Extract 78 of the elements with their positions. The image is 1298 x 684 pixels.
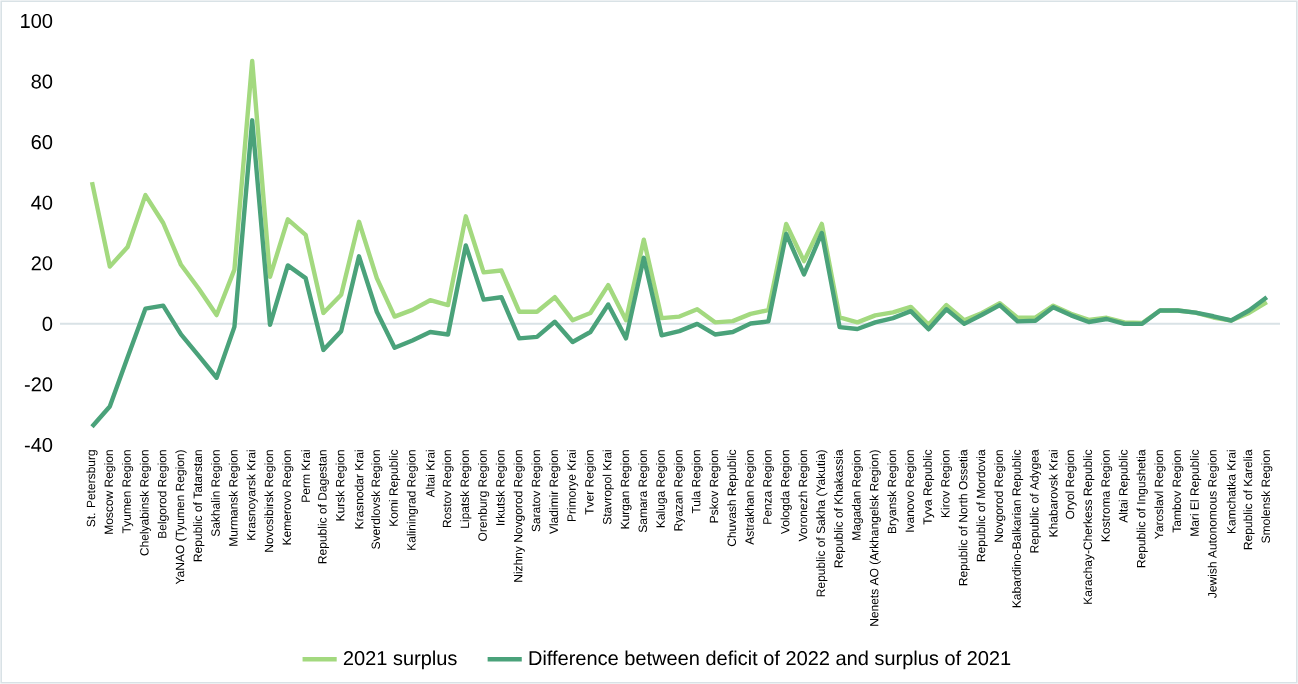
x-tick-label: Pskov Region bbox=[709, 450, 721, 523]
x-tick-label: Moscow Region bbox=[104, 450, 116, 534]
x-tick-label: Orenburg Region bbox=[477, 450, 490, 541]
x-tick-label: Novgorod Region bbox=[994, 450, 1006, 542]
y-tick-label: -20 bbox=[24, 377, 53, 392]
x-tick-label: Kaluga Region bbox=[655, 450, 668, 528]
x-tick-label: Tula Region bbox=[691, 450, 703, 514]
x-tick-label: Magadan Region bbox=[851, 450, 863, 540]
x-tick-label: Tyva Republic bbox=[922, 449, 935, 525]
x-tick-label: Primorye Krai bbox=[566, 450, 579, 522]
x-tick-label: Novosibirsk Region bbox=[264, 450, 276, 552]
x-tick-label: Belgorod Region bbox=[157, 450, 169, 538]
x-tick-label: Vladimir Region bbox=[549, 450, 561, 535]
x-tick-label: Sakhalin Region bbox=[210, 450, 223, 537]
x-tick-label: Kirov Region bbox=[940, 450, 952, 518]
legend-label: Difference between deficit of 2022 and surplus of 2021 bbox=[529, 650, 1011, 670]
x-tick-label: Perm Krai bbox=[301, 450, 311, 502]
x-tick-label: Republic of Sakha (Yakutia) bbox=[816, 450, 828, 597]
x-tick-label: Jewish Autonomous Region bbox=[1207, 450, 1219, 598]
y-tick-label: 40 bbox=[31, 195, 53, 210]
x-tick-label: Bryansk Region bbox=[887, 450, 899, 534]
x-tick-label: Murmansk Region bbox=[228, 450, 240, 546]
x-tick-label: Saratov Region bbox=[531, 450, 543, 532]
x-tick-label: Krasnoyarsk Krai bbox=[246, 450, 258, 540]
x-tick-label: Sverdlovsk Region bbox=[371, 450, 383, 549]
x-tick-label: Krasnodar Krai bbox=[354, 450, 364, 529]
x-tick-label: Kemerovo Region bbox=[282, 450, 294, 545]
x-tick-label: Republic of Karelia bbox=[1243, 449, 1255, 550]
x-tick-label: Ivanovo Region bbox=[905, 450, 917, 532]
y-tick-label: 60 bbox=[31, 135, 53, 150]
y-tick-label: 0 bbox=[42, 316, 53, 331]
x-tick-label: Khabarovsk Krai bbox=[1048, 450, 1058, 537]
x-tick-label: Kaliningrad Region bbox=[406, 450, 418, 550]
x-tick-label: Yaroslavl Region bbox=[1154, 450, 1166, 539]
x-tick-label: Voronezh Region bbox=[798, 450, 810, 542]
x-tick-label: Samara Region bbox=[638, 450, 650, 533]
x-tick-label: Kurgan Region bbox=[620, 450, 632, 529]
x-tick-label: Tyumen Region bbox=[121, 450, 134, 534]
x-tick-label: Tambov Region bbox=[1172, 450, 1184, 533]
x-tick-label: Altai Republic bbox=[1118, 449, 1130, 523]
x-tick-label: Komi Republic bbox=[388, 449, 401, 526]
y-tick-label: 20 bbox=[31, 256, 53, 271]
x-tick-label: Nizhny Novgorod Region bbox=[513, 450, 525, 582]
x-tick-label: Republic of Dagestan bbox=[317, 450, 329, 564]
x-tick-label: Chelyabinsk Region bbox=[139, 450, 151, 556]
x-tick-label: Kostroma Region bbox=[1100, 450, 1113, 542]
x-tick-label: Karachay-Cherkess Republic bbox=[1083, 449, 1095, 604]
y-tick-label: -40 bbox=[24, 437, 53, 453]
x-tick-label: Ryazan Region bbox=[673, 450, 685, 531]
x-tick-label: Kursk Region bbox=[335, 450, 347, 521]
y-tick-label: 100 bbox=[21, 13, 53, 29]
x-tick-label: Oryol Region bbox=[1065, 450, 1077, 519]
x-tick-label: Republic of Adygea bbox=[1029, 449, 1041, 553]
x-tick-label: Republic of Mordovia bbox=[976, 449, 988, 562]
x-tick-label: Vologda Region bbox=[780, 450, 792, 535]
x-tick-label: Tver Region bbox=[584, 450, 596, 515]
x-tick-label: Rostov Region bbox=[442, 450, 454, 528]
x-tick-label: Chuvash Republic bbox=[727, 449, 739, 547]
x-tick-label: St. Petersburg bbox=[86, 450, 98, 527]
x-tick-label: Altai Krai bbox=[425, 450, 435, 498]
x-tick-label: YaNAO (Tyumen Region) bbox=[175, 450, 187, 585]
x-tick-label: Astrakhan Region bbox=[744, 450, 757, 545]
x-tick-label: Nenets AO (Arkhangelsk Region) bbox=[869, 450, 881, 626]
x-tick-label: Kamchatka Krai bbox=[1226, 450, 1236, 534]
line-series bbox=[89, 118, 1269, 430]
x-tick-label: Stavropol Krai bbox=[602, 450, 614, 525]
x-tick-label: Republic of Khakassia bbox=[833, 449, 846, 568]
x-tick-label: Mari El Republic bbox=[1189, 449, 1202, 536]
x-tick-label: Penza Region bbox=[762, 450, 774, 524]
x-tick-label: Republic of Tatarstan bbox=[193, 450, 205, 562]
y-tick-label: 80 bbox=[31, 74, 53, 89]
x-tick-label: Republic of Ingushetia bbox=[1136, 449, 1148, 568]
x-tick-label: Irkutsk Region bbox=[495, 450, 507, 525]
legend-label: 2021 surplus bbox=[343, 650, 457, 670]
x-tick-label: Kabardino-Balkarian Republic bbox=[1011, 449, 1024, 608]
x-tick-label: Smolensk Region bbox=[1261, 450, 1273, 543]
x-tick-label: Republic of North Ossetia bbox=[958, 449, 970, 586]
x-tick-label: Lipatsk Region bbox=[460, 450, 472, 528]
